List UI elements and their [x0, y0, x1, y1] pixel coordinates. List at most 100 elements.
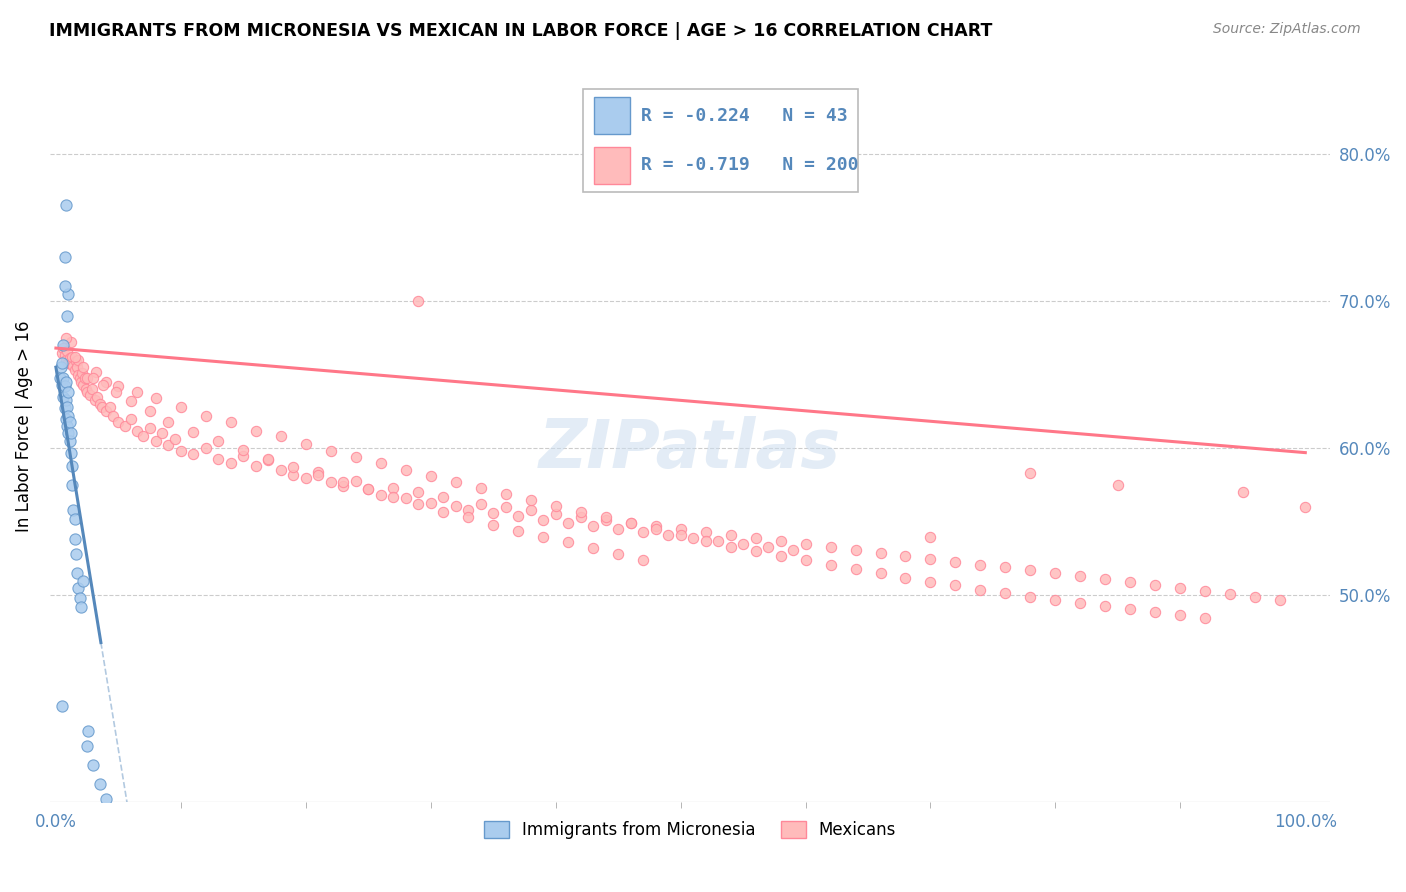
Point: [1170, 607, 1192, 622]
Point: [319, 475, 342, 489]
Point: [132, 429, 155, 443]
Point: [76, 385, 98, 400]
Point: [103, 409, 125, 423]
Point: [531, 530, 554, 544]
Point: [59, 445, 82, 459]
Point: [1019, 467, 1042, 481]
Point: [1069, 569, 1091, 583]
Point: [67, 581, 90, 595]
Point: [1094, 572, 1116, 586]
Point: [582, 519, 605, 533]
Point: [669, 528, 692, 542]
Point: [1232, 485, 1254, 500]
Point: [332, 475, 354, 489]
Point: [969, 558, 991, 572]
Point: [733, 537, 755, 551]
Point: [1294, 500, 1316, 515]
Point: [194, 441, 217, 455]
Point: [70, 600, 93, 615]
Point: [1219, 587, 1241, 601]
Point: [58, 356, 80, 370]
Point: [79, 388, 101, 402]
Text: R = -0.719   N = 200: R = -0.719 N = 200: [641, 156, 859, 174]
Point: [72, 378, 94, 392]
Point: [644, 519, 666, 533]
Point: [595, 510, 617, 524]
Point: [470, 497, 492, 511]
Point: [157, 438, 180, 452]
Point: [53, 250, 76, 264]
Point: [62, 359, 84, 373]
Point: [395, 463, 418, 477]
Point: [1069, 596, 1091, 610]
Point: [51, 356, 73, 370]
Point: [406, 293, 429, 308]
Point: [283, 460, 305, 475]
Point: [307, 467, 329, 482]
Point: [332, 479, 354, 493]
Point: [444, 475, 467, 489]
Point: [48, 370, 70, 384]
Point: [1094, 599, 1116, 613]
Point: [219, 415, 242, 429]
Point: [75, 382, 97, 396]
Point: [73, 370, 96, 384]
Point: [257, 453, 280, 467]
Point: [357, 483, 380, 497]
Point: [582, 541, 605, 556]
Point: [920, 575, 942, 590]
Point: [657, 528, 679, 542]
Point: [65, 354, 87, 368]
Point: [98, 400, 121, 414]
Point: [55, 198, 77, 212]
FancyBboxPatch shape: [583, 89, 858, 192]
Point: [508, 508, 530, 523]
Point: [631, 525, 654, 540]
Point: [756, 540, 779, 554]
Point: [56, 400, 79, 414]
Point: [62, 503, 84, 517]
Point: [145, 434, 167, 448]
Point: [53, 279, 76, 293]
Point: [53, 379, 76, 393]
Point: [60, 478, 83, 492]
Point: [83, 392, 105, 407]
Text: ZIPatlas: ZIPatlas: [538, 416, 841, 482]
Point: [257, 451, 280, 466]
Text: Source: ZipAtlas.com: Source: ZipAtlas.com: [1213, 22, 1361, 37]
Point: [1170, 581, 1192, 595]
Point: [569, 504, 592, 518]
Point: [72, 360, 94, 375]
Point: [894, 571, 917, 585]
Point: [56, 419, 79, 434]
Point: [55, 352, 77, 367]
Point: [607, 547, 630, 561]
Point: [51, 345, 73, 359]
Point: [945, 578, 967, 592]
Point: [769, 549, 792, 563]
Point: [794, 537, 817, 551]
FancyBboxPatch shape: [595, 97, 630, 135]
Point: [669, 522, 692, 536]
Point: [55, 375, 77, 389]
Point: [163, 433, 186, 447]
Point: [869, 546, 891, 560]
Point: [370, 456, 392, 470]
Point: [183, 447, 205, 461]
Point: [270, 463, 292, 477]
Point: [994, 585, 1017, 599]
Point: [344, 450, 367, 464]
Point: [1119, 601, 1142, 615]
Point: [844, 542, 866, 557]
Point: [707, 533, 730, 548]
Point: [91, 400, 114, 414]
Point: [59, 357, 82, 371]
Point: [444, 499, 467, 513]
Point: [93, 378, 115, 392]
Point: [344, 474, 367, 488]
Point: [844, 562, 866, 576]
Point: [419, 469, 441, 483]
Point: [63, 350, 86, 364]
Point: [55, 331, 77, 345]
Point: [769, 533, 792, 548]
